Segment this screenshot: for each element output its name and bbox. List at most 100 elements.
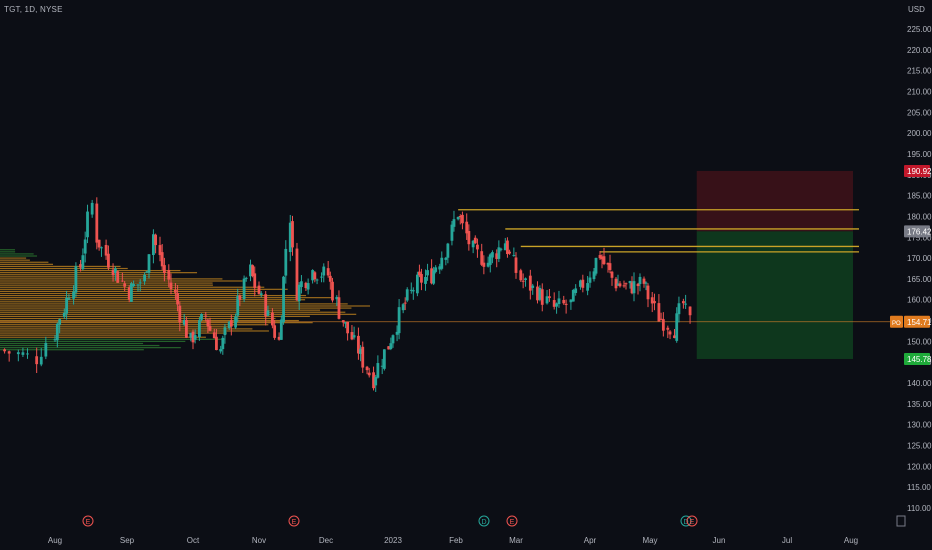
volume-profile-bar bbox=[0, 284, 213, 286]
candle-body bbox=[215, 336, 218, 351]
candle-body bbox=[185, 319, 188, 338]
last-price-tag: 154.71 bbox=[907, 318, 932, 327]
candle-body bbox=[440, 257, 444, 269]
volume-profile-bar bbox=[0, 299, 306, 301]
volume-profile-bar bbox=[0, 313, 357, 315]
candle-body bbox=[571, 290, 575, 302]
candle-body bbox=[661, 319, 665, 331]
candle-body bbox=[163, 265, 166, 274]
candle-body bbox=[236, 296, 240, 316]
candle-body bbox=[344, 322, 347, 324]
candle-body bbox=[154, 234, 157, 246]
price-tick-label: 160.00 bbox=[907, 296, 932, 305]
position-zones bbox=[696, 170, 853, 359]
candle-body bbox=[271, 312, 274, 326]
candle-body bbox=[357, 335, 360, 354]
candle-body bbox=[74, 266, 78, 293]
candle-body bbox=[350, 332, 354, 340]
candle-body bbox=[391, 335, 395, 344]
candle-body bbox=[143, 274, 146, 282]
dividend-event-symbol: D bbox=[683, 519, 688, 526]
candle-body bbox=[382, 349, 386, 369]
candle-body bbox=[409, 289, 413, 291]
candle-body bbox=[499, 248, 503, 250]
time-tick-label: Apr bbox=[584, 536, 597, 545]
volume-profile-bar bbox=[0, 282, 213, 284]
candle-body bbox=[506, 240, 509, 255]
candle-body bbox=[257, 285, 261, 295]
candle-body bbox=[465, 221, 469, 234]
stop-loss-zone bbox=[696, 170, 853, 232]
candle-body bbox=[315, 279, 319, 281]
candle-body bbox=[58, 319, 62, 325]
candle-body bbox=[352, 335, 356, 338]
volume-profile-bar bbox=[0, 265, 121, 268]
time-tick-label: May bbox=[642, 536, 657, 545]
candle-body bbox=[136, 284, 140, 286]
candle-body bbox=[688, 306, 692, 316]
candle-body bbox=[313, 272, 317, 280]
candle-body bbox=[335, 296, 339, 300]
volume-profile-bar bbox=[0, 349, 144, 351]
volume-profile-bar bbox=[0, 309, 321, 311]
price-tick-label: 130.00 bbox=[907, 421, 932, 430]
candle-body bbox=[666, 327, 670, 330]
volume-profile-bar bbox=[0, 267, 128, 270]
candle-body bbox=[273, 325, 277, 338]
price-tick-label: 175.00 bbox=[907, 233, 932, 242]
volume-profile-bar bbox=[0, 336, 206, 338]
candle-body bbox=[361, 346, 365, 368]
candle-body bbox=[653, 301, 656, 304]
volume-profile-bar bbox=[0, 297, 333, 299]
candle-body bbox=[359, 348, 362, 354]
candle-body bbox=[508, 251, 511, 254]
candle-body bbox=[495, 253, 499, 259]
time-tick-label: Feb bbox=[449, 536, 463, 545]
candle-body bbox=[521, 280, 525, 282]
time-tick-label: Aug bbox=[48, 536, 62, 545]
candle-body bbox=[608, 263, 612, 270]
earnings-event-symbol: E bbox=[510, 519, 515, 526]
time-tick-label: Jul bbox=[782, 536, 792, 545]
candle-body bbox=[636, 283, 640, 287]
volume-profile-bar bbox=[0, 330, 269, 332]
candle-body bbox=[650, 297, 654, 304]
price-tick-label: 205.00 bbox=[907, 108, 932, 117]
candle-body bbox=[53, 339, 57, 341]
candle-body bbox=[476, 244, 479, 250]
candle-body bbox=[212, 332, 216, 339]
volume-profile-bar bbox=[0, 305, 370, 307]
candle-body bbox=[229, 320, 233, 327]
candle-body bbox=[158, 245, 162, 256]
candle-body bbox=[167, 270, 171, 280]
candle-body bbox=[579, 280, 582, 287]
candle-body bbox=[113, 268, 117, 274]
last-price-prefix-bg bbox=[890, 315, 903, 328]
candle-body bbox=[450, 224, 454, 241]
candle-body bbox=[322, 266, 326, 276]
candle-body bbox=[602, 256, 606, 265]
price-tick-label: 210.00 bbox=[907, 87, 932, 96]
candle-body bbox=[562, 299, 566, 304]
earnings-event-symbol: E bbox=[690, 519, 695, 526]
volume-profile bbox=[0, 249, 370, 351]
candle-body bbox=[311, 270, 314, 281]
volume-profile-bar bbox=[0, 251, 16, 253]
candle-body bbox=[588, 277, 592, 283]
candle-body bbox=[426, 270, 429, 276]
candle-body bbox=[306, 283, 310, 290]
price-tick-label: 165.00 bbox=[907, 275, 932, 284]
candle-body bbox=[424, 276, 427, 284]
entry-price-tag: 176.42 bbox=[907, 227, 932, 236]
candle-body bbox=[540, 289, 544, 305]
candle-body bbox=[331, 281, 334, 301]
volume-profile-bar bbox=[0, 263, 54, 265]
candle-body bbox=[249, 264, 252, 277]
earnings-event-icon bbox=[288, 515, 300, 527]
candle-body bbox=[62, 312, 66, 317]
candle-body bbox=[642, 278, 646, 284]
candle-body bbox=[646, 285, 650, 300]
candle-body bbox=[614, 278, 618, 289]
candle-body bbox=[387, 346, 391, 350]
